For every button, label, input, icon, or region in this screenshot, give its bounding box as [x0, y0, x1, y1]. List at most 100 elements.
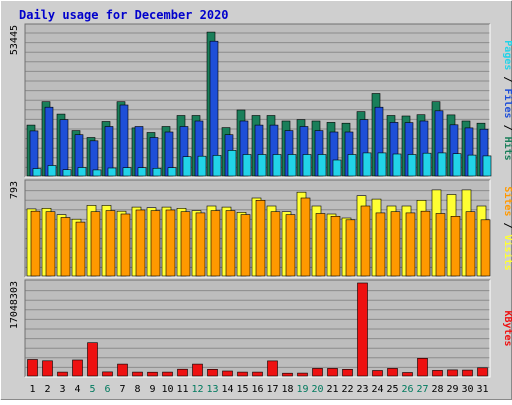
kbytes-bar	[267, 360, 278, 377]
pages-bar	[452, 153, 462, 177]
x-tick-label: 30	[461, 384, 473, 395]
sites-bar	[90, 211, 101, 277]
kbytes-bar	[42, 360, 53, 377]
sites-bar	[225, 210, 236, 277]
sites-bar	[60, 217, 71, 277]
sites-bar	[210, 210, 221, 277]
traffic-panel-border-bottom	[25, 24, 491, 178]
x-tick-label: 5	[89, 384, 95, 395]
x-tick-label: 28	[431, 384, 443, 395]
kbytes-bar	[27, 359, 38, 377]
x-tick-label: 8	[134, 384, 140, 395]
kbytes-bar	[177, 368, 188, 377]
x-tick-label: 29	[446, 384, 458, 395]
kbytes-bar	[147, 371, 158, 377]
kbytes-bar	[327, 368, 338, 377]
sites-bar	[360, 205, 371, 277]
pages-bar	[167, 167, 177, 177]
x-tick-label: 31	[476, 384, 488, 395]
traffic-axis-label-separator: /	[502, 119, 512, 137]
sites-bar	[300, 197, 311, 277]
pages-bar	[467, 154, 477, 177]
pages-bar	[47, 165, 57, 177]
kbytes-panel-border-top	[24, 279, 490, 377]
traffic-axis-label: Pages / Files / Hits	[502, 40, 512, 160]
x-tick-label: 26	[401, 384, 413, 395]
kbytes-bar	[57, 371, 68, 377]
x-tick-label: 13	[206, 384, 218, 395]
pages-bar	[107, 167, 117, 177]
traffic-max-label: 53445	[9, 25, 20, 55]
x-tick-label: 25	[386, 384, 398, 395]
pages-bar	[407, 154, 417, 177]
x-tick-label: 22	[341, 384, 353, 395]
sites-bar	[270, 211, 281, 277]
sites-bar	[150, 210, 161, 277]
kbytes-bar	[447, 369, 458, 377]
visitors-max-label: 793	[9, 181, 20, 199]
pages-bar	[227, 150, 237, 177]
kbytes-bar	[252, 371, 263, 377]
files-bar	[119, 104, 129, 177]
x-tick-label: 20	[311, 384, 323, 395]
x-tick-label: 16	[251, 384, 263, 395]
visitors-panel-border-bottom	[25, 180, 491, 278]
x-tick-label: 9	[149, 384, 155, 395]
kbytes-bar	[477, 367, 488, 377]
pages-bar	[362, 152, 372, 177]
sites-bar	[315, 213, 326, 277]
sites-bar	[75, 221, 86, 277]
kbytes-bar	[417, 357, 428, 377]
kbytes-bar	[102, 371, 113, 377]
kbytes-bar	[357, 282, 368, 377]
kbytes-bar	[312, 368, 323, 377]
visitors-axis-label-sites: Sites	[502, 186, 512, 216]
sites-bar	[30, 210, 41, 277]
sites-bar	[135, 209, 146, 277]
x-tick-label: 21	[326, 384, 338, 395]
pages-bar	[77, 167, 87, 177]
kbytes-bar	[237, 371, 248, 377]
x-tick-label: 4	[74, 384, 80, 395]
x-tick-label: 23	[356, 384, 368, 395]
kbytes-bar	[117, 363, 128, 377]
pages-bar	[182, 156, 192, 177]
pages-bar	[392, 153, 402, 177]
kbytes-axis-label-kbytes: KBytes	[502, 310, 512, 346]
x-tick-label: 1	[29, 384, 35, 395]
pages-bar	[242, 154, 252, 177]
pages-bar	[32, 168, 42, 177]
visitors-axis-label-separator: /	[502, 216, 512, 234]
x-tick-label: 11	[176, 384, 188, 395]
visitors-panel: 793 Sites / Visits	[9, 179, 512, 278]
kbytes-bar	[87, 342, 98, 377]
x-tick-label: 14	[221, 384, 233, 395]
visitors-axis-label: Sites / Visits	[502, 186, 512, 270]
x-tick-label: 17	[266, 384, 278, 395]
x-axis-tick-labels: 1 2 3 4 5 6 7 8 9 10 11 12 13 14 15 16 17 18 19 20 21 22 23 24 2…	[29, 384, 488, 395]
kbytes-bar	[297, 372, 308, 377]
chart-panels: 53445 Pages / Files / Hits 793 Sites / Visi…	[9, 23, 512, 378]
pages-bar	[437, 152, 447, 177]
sites-bar	[480, 219, 491, 277]
kbytes-bar	[222, 370, 233, 377]
pages-bar	[212, 155, 222, 177]
pages-bar	[197, 155, 207, 177]
x-tick-label: 19	[296, 384, 308, 395]
pages-bar	[62, 169, 72, 177]
sites-bar	[180, 211, 191, 277]
files-bar	[59, 119, 69, 177]
x-tick-label: 24	[371, 384, 383, 395]
chart-title: Daily usage for December 2020	[19, 8, 229, 22]
x-tick-label: 18	[281, 384, 293, 395]
pages-bar	[92, 169, 102, 177]
pages-bar	[332, 159, 342, 177]
visitors-axis-label-visits: Visits	[502, 235, 512, 271]
x-tick-label: 27	[416, 384, 428, 395]
kbytes-bar	[282, 372, 293, 377]
x-tick-label: 2	[44, 384, 50, 395]
sites-bar	[390, 211, 401, 277]
sites-bar	[120, 213, 131, 277]
